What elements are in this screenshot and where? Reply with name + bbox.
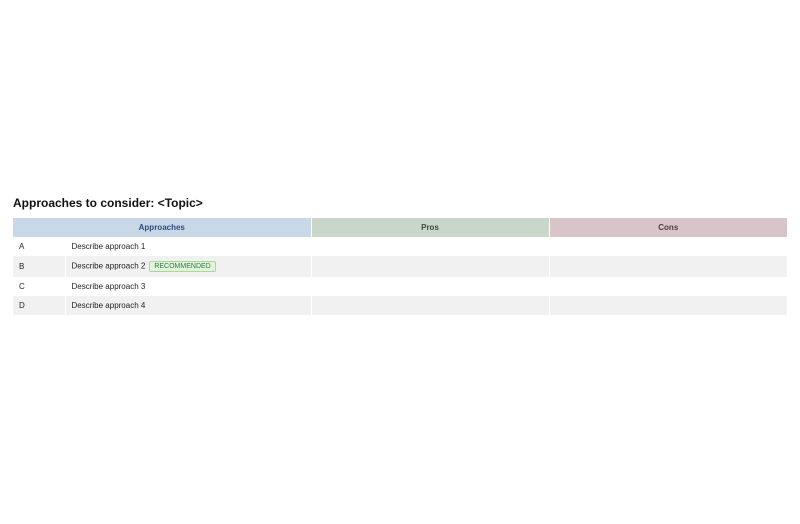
- table-row: A Describe approach 1: [13, 237, 787, 256]
- row-description-text: Describe approach 1: [72, 242, 146, 251]
- row-pros: [311, 296, 549, 315]
- row-cons: [549, 296, 787, 315]
- row-description: Describe approach 2RECOMMENDED: [65, 256, 311, 277]
- row-pros: [311, 256, 549, 277]
- approaches-table: Approaches Pros Cons ADescribe approach …: [13, 218, 787, 315]
- row-description-text: Describe approach 4: [72, 301, 146, 310]
- col-header-cons: Cons: [549, 218, 787, 237]
- row-letter: C: [13, 277, 65, 296]
- row-cons: [549, 277, 787, 296]
- table-row: D Describe approach 4: [13, 296, 787, 315]
- row-letter: A: [13, 237, 65, 256]
- table-row: BDescribe approach 2RECOMMENDED: [13, 256, 787, 277]
- row-cons: [549, 237, 787, 256]
- table-header-row: Approaches Pros Cons: [13, 218, 787, 237]
- row-description-text: Describe approach 2: [72, 262, 146, 271]
- row-description: Describe approach 1: [65, 237, 311, 256]
- row-cons: [549, 256, 787, 277]
- row-pros: [311, 277, 549, 296]
- row-description: Describe approach 3: [65, 277, 311, 296]
- row-letter: B: [13, 256, 65, 277]
- row-letter: D: [13, 296, 65, 315]
- row-description: Describe approach 4: [65, 296, 311, 315]
- recommended-badge: RECOMMENDED: [149, 261, 215, 272]
- page-title: Approaches to consider: <Topic>: [13, 196, 787, 210]
- col-header-pros: Pros: [311, 218, 549, 237]
- row-description-text: Describe approach 3: [72, 282, 146, 291]
- row-pros: [311, 237, 549, 256]
- table-row: C Describe approach 3: [13, 277, 787, 296]
- col-header-approaches: Approaches: [13, 218, 311, 237]
